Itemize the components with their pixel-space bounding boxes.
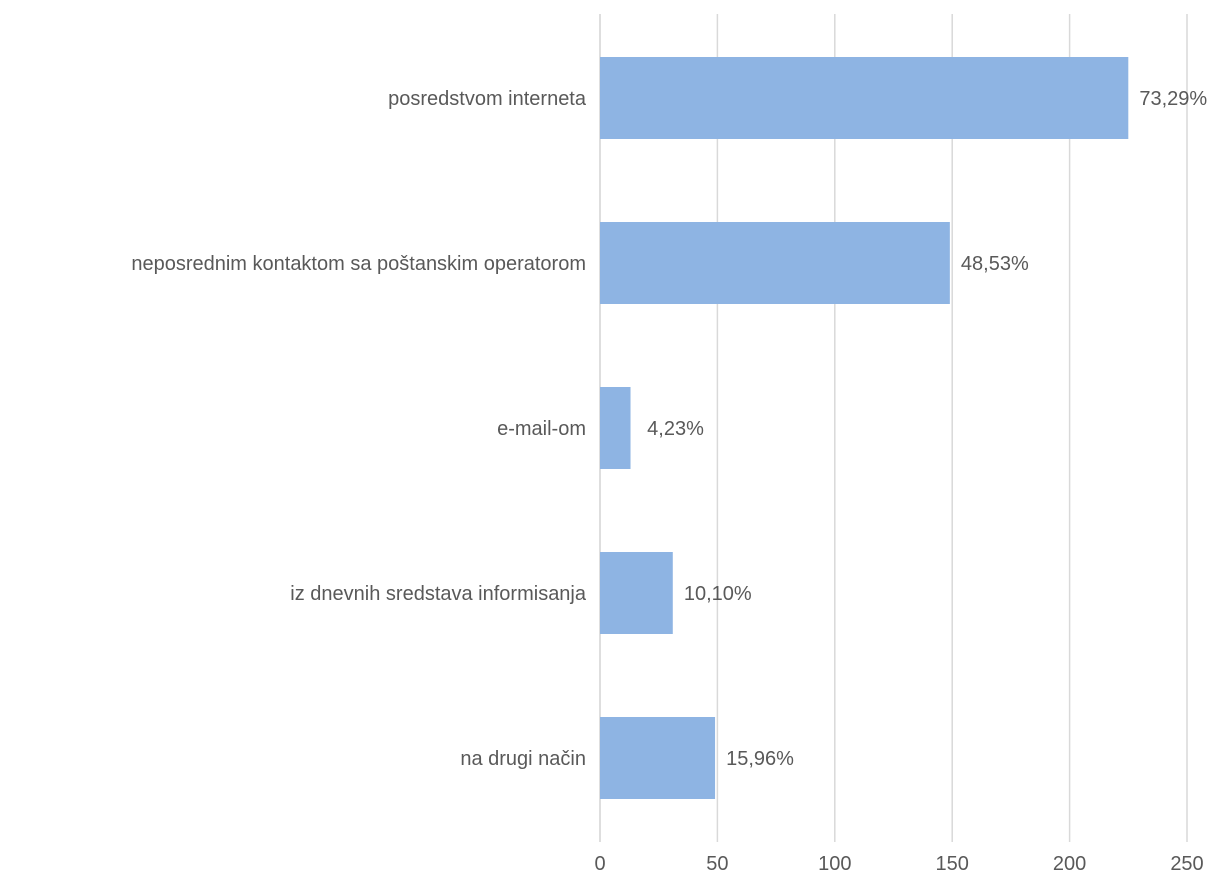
category-label: e-mail-om (497, 418, 586, 440)
bar (600, 387, 631, 469)
bar (600, 222, 950, 304)
bars (600, 57, 1129, 799)
x-tick-label: 150 (936, 853, 969, 875)
category-label: na drugi način (460, 748, 586, 770)
x-tick-label: 50 (706, 853, 728, 875)
category-label: iz dnevnih sredstava informisanja (290, 583, 587, 605)
gridlines (599, 14, 1188, 842)
bar (600, 57, 1129, 139)
x-tick-label: 200 (1053, 853, 1086, 875)
x-axis-tick-labels: 0 50 100 150 200 250 (594, 853, 1203, 875)
x-tick-label: 0 (594, 853, 605, 875)
category-label: neposrednim kontaktom sa poštanskim oper… (131, 253, 586, 275)
data-label: 10,10% (684, 583, 752, 605)
data-label: 15,96% (726, 748, 794, 770)
bar (600, 717, 716, 799)
x-tick-label: 250 (1170, 853, 1203, 875)
data-label: 48,53% (961, 253, 1029, 275)
category-labels: posredstvom interneta neposrednim kontakt… (131, 88, 587, 770)
data-labels: 73,29% 48,53% 4,23% 10,10% 15,96% (647, 88, 1207, 770)
data-label: 4,23% (647, 418, 704, 440)
category-label: posredstvom interneta (388, 88, 587, 110)
bar (600, 552, 673, 634)
data-label: 73,29% (1139, 88, 1207, 110)
x-tick-label: 100 (818, 853, 851, 875)
